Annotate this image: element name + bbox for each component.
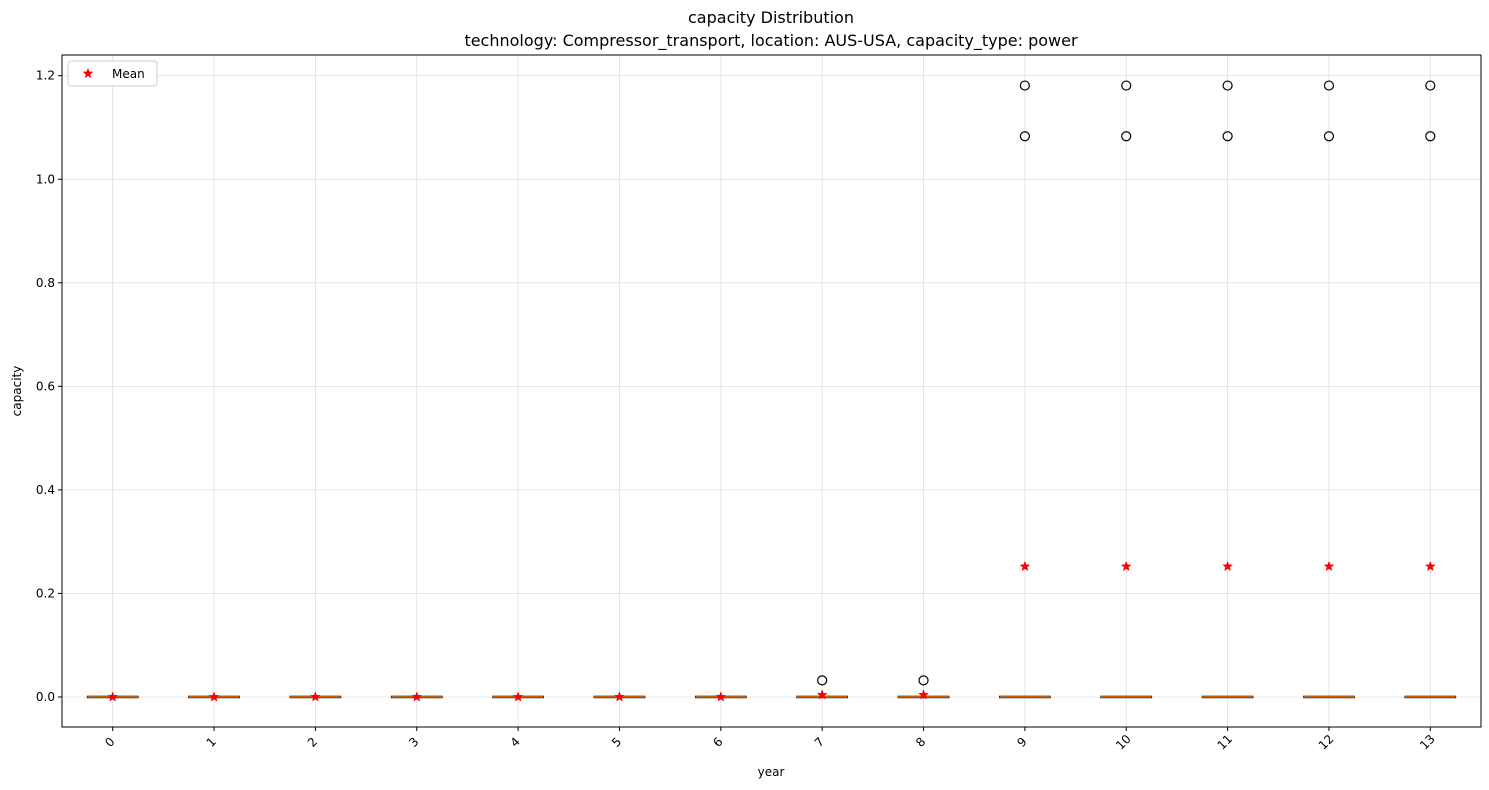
mean-marker — [816, 689, 828, 700]
y-tick-label: 0.6 — [36, 379, 55, 393]
legend-mean-marker — [82, 67, 94, 79]
outlier-point — [918, 675, 929, 686]
box-year-5 — [593, 691, 646, 702]
y-tick-label: 0.0 — [36, 690, 55, 704]
outlier-point — [1323, 131, 1335, 142]
mean-marker — [1424, 560, 1436, 572]
box-year-2 — [289, 691, 342, 702]
y-tick-label: 0.4 — [36, 483, 55, 497]
chart-title: capacity Distribution — [688, 8, 854, 27]
box-year-4 — [492, 691, 544, 702]
mean-marker — [1019, 560, 1031, 572]
outlier-point — [817, 675, 828, 686]
y-tick-label: 0.8 — [36, 276, 55, 290]
outlier-point — [1425, 131, 1436, 142]
y-tick-label: 1.0 — [36, 172, 55, 186]
outlier-point — [1121, 80, 1132, 91]
box-year-9 — [999, 80, 1051, 699]
mean-marker — [715, 691, 727, 702]
mean-marker — [512, 691, 524, 702]
mean-marker — [208, 691, 220, 702]
mean-marker — [309, 691, 321, 702]
legend-star — [82, 67, 94, 79]
mean-marker — [1323, 560, 1335, 572]
box-year-13 — [1404, 80, 1457, 699]
chart-subtitle: technology: Compressor_transport, locati… — [464, 31, 1078, 51]
box-year-7 — [796, 675, 849, 700]
x-axis-label: year — [758, 765, 785, 779]
plot-frame — [61, 54, 1482, 728]
legend: Mean — [67, 60, 158, 87]
box-year-8 — [897, 675, 950, 700]
mean-marker — [918, 689, 929, 700]
mean-marker — [1120, 560, 1132, 572]
outlier-point — [1323, 80, 1335, 91]
mean-marker — [1222, 560, 1234, 572]
box-year-1 — [188, 691, 240, 702]
outlier-point — [1019, 80, 1030, 91]
box-year-3 — [390, 691, 443, 702]
grid — [62, 55, 1481, 727]
outlier-point — [1121, 131, 1132, 142]
box-year-10 — [1100, 80, 1153, 699]
outlier-point — [1222, 131, 1233, 142]
box-year-0 — [86, 691, 139, 702]
outlier-point — [1019, 131, 1030, 142]
legend-label: Mean — [112, 67, 145, 81]
box-year-12 — [1303, 80, 1355, 699]
y-tick-label: 1.2 — [36, 69, 55, 83]
outlier-point — [1222, 80, 1233, 91]
mean-marker — [411, 691, 423, 702]
legend-box — [67, 60, 158, 87]
y-axis-ticks: 0.0 0.2 0.4 0.6 0.8 1.0 1.2 — [36, 69, 62, 704]
mean-marker — [614, 691, 625, 702]
y-tick-label: 0.2 — [36, 586, 55, 600]
boxes — [86, 80, 1457, 702]
y-axis-label: capacity — [10, 366, 24, 417]
mean-marker — [107, 691, 119, 702]
outlier-point — [1425, 80, 1436, 91]
box-year-11 — [1201, 80, 1254, 699]
box-year-6 — [694, 691, 747, 702]
